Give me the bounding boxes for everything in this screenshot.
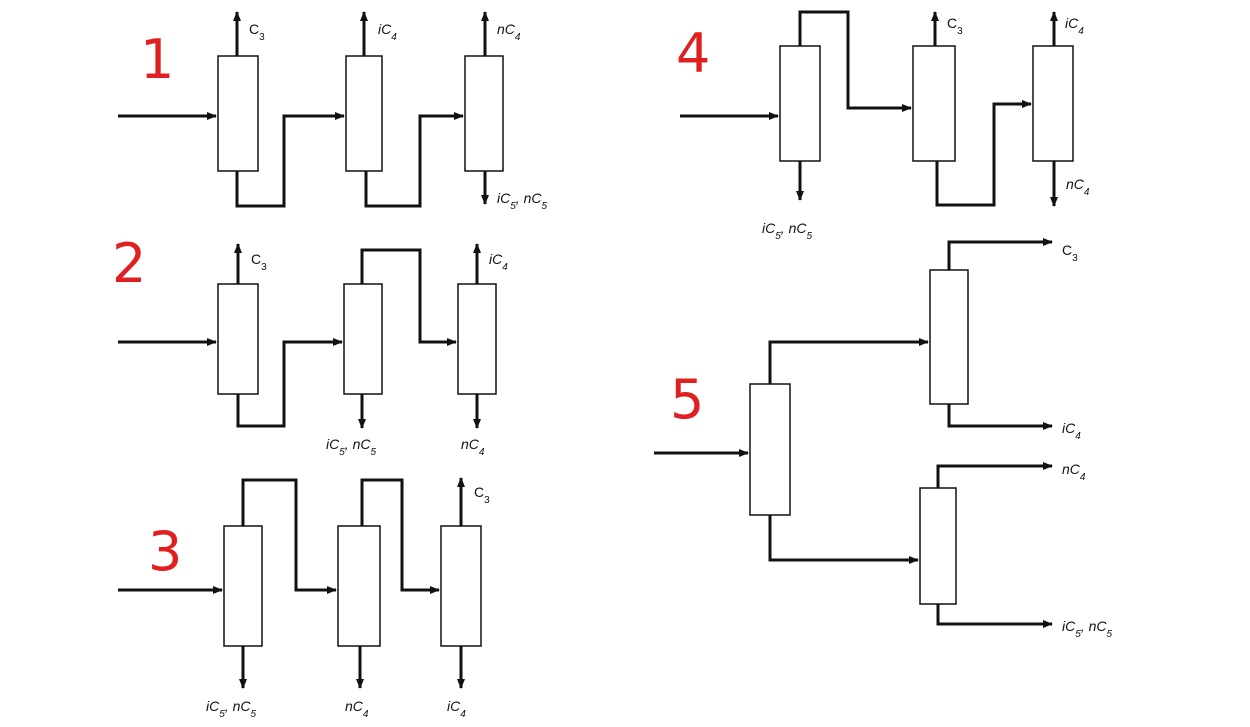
scheme-2-column-2 <box>343 283 383 395</box>
scheme-2-column-1 <box>217 283 259 395</box>
scheme-2-nc4-label: nC4 <box>461 436 485 458</box>
scheme-5-ic5-nc5-label: iC5, nC5 <box>1062 618 1112 640</box>
scheme-5-number: 5 <box>670 368 704 431</box>
scheme-4: 4 iC5, nC5 C3 iC4 nC4 <box>676 10 1090 242</box>
scheme-4-nc4-label: nC4 <box>1066 176 1090 198</box>
scheme-3-ic4-label: iC4 <box>447 698 466 720</box>
scheme-2-link-1-2 <box>236 338 343 428</box>
scheme-5-c3-label: C3 <box>1062 242 1078 264</box>
scheme-4-number: 4 <box>676 22 710 85</box>
scheme-3-c3-label: C3 <box>474 484 490 506</box>
scheme-5-upper-bottom-arrow <box>947 404 1053 430</box>
scheme-4-ic4-label: iC4 <box>1065 15 1084 37</box>
scheme-1-column-3 <box>464 55 504 172</box>
scheme-3-link-2-3 <box>360 478 440 594</box>
scheme-5-column-lower <box>919 487 957 605</box>
scheme-2-number: 2 <box>112 232 146 295</box>
scheme-1-link-2-3 <box>364 112 464 208</box>
scheme-2: 2 C3 iC5, nC5 iC4 nC4 <box>112 232 508 458</box>
scheme-5-column-upper <box>929 269 969 405</box>
scheme-5-lower-bottom-arrow <box>936 604 1053 628</box>
scheme-2-link-2-3 <box>360 248 457 346</box>
scheme-5-nc4-label: nC4 <box>1062 461 1086 483</box>
scheme-1-c3-label: C3 <box>249 21 265 43</box>
scheme-4-link-2-3 <box>935 100 1032 207</box>
scheme-3-link-1-2 <box>241 478 337 594</box>
scheme-1-number: 1 <box>140 28 174 91</box>
scheme-4-link-1-2 <box>798 10 912 112</box>
scheme-3-column-2 <box>337 525 381 647</box>
scheme-3: 3 iC5, nC5 nC4 C3 iC4 <box>118 477 490 720</box>
scheme-5-lower-top-arrow <box>936 462 1053 488</box>
scheme-5-ic4-label: iC4 <box>1062 420 1081 442</box>
scheme-2-c3-label: C3 <box>251 251 267 273</box>
scheme-4-c3-label: C3 <box>947 15 963 37</box>
scheme-1-ic4-label: iC4 <box>378 21 397 43</box>
scheme-1: 1 C3 iC4 nC4 iC5, nC5 <box>118 11 547 212</box>
scheme-3-column-1 <box>223 525 263 647</box>
scheme-2-ic4-label: iC4 <box>489 251 508 273</box>
scheme-4-ic5-nc5-label: iC5, nC5 <box>762 220 812 242</box>
scheme-3-number: 3 <box>148 520 182 583</box>
scheme-1-column-1 <box>217 55 259 172</box>
scheme-4-column-1 <box>779 45 821 162</box>
scheme-2-ic5-nc5-label: iC5, nC5 <box>326 436 376 458</box>
scheme-2-column-3 <box>457 283 497 395</box>
scheme-5-link-1-lower <box>768 515 919 564</box>
scheme-5: 5 C3 iC4 nC4 iC5, nC5 <box>654 238 1112 640</box>
scheme-5-link-1-upper <box>768 338 929 384</box>
scheme-1-column-2 <box>345 55 383 172</box>
scheme-3-ic5-nc5-label: iC5, nC5 <box>206 698 256 720</box>
scheme-4-column-3 <box>1032 45 1074 162</box>
scheme-1-ic5-nc5-label: iC5, nC5 <box>497 190 547 212</box>
scheme-1-nc4-label: nC4 <box>497 21 521 43</box>
scheme-4-column-2 <box>912 45 956 162</box>
scheme-1-link-1-2 <box>235 112 345 208</box>
scheme-5-upper-top-arrow <box>947 238 1053 270</box>
scheme-5-column-1 <box>749 383 791 516</box>
scheme-3-nc4-label: nC4 <box>345 698 369 720</box>
scheme-3-column-3 <box>440 525 482 647</box>
